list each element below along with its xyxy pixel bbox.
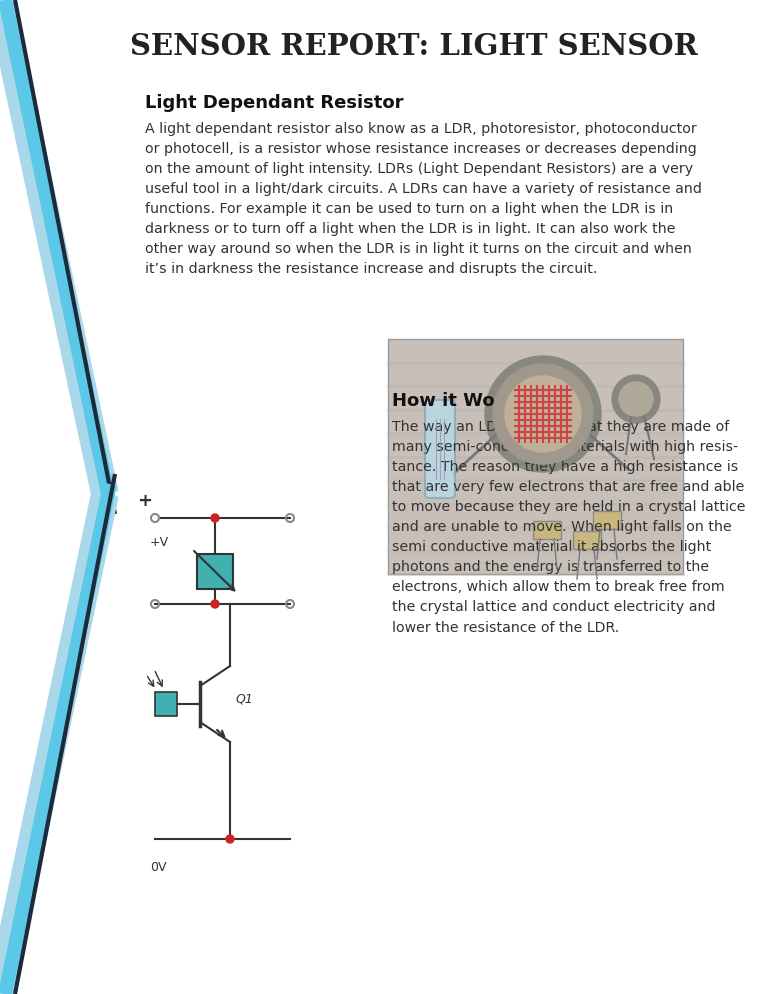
Circle shape	[211, 600, 219, 608]
FancyBboxPatch shape	[593, 511, 621, 529]
Text: Light Dependant Resistor: Light Dependant Resistor	[145, 94, 403, 112]
FancyBboxPatch shape	[388, 339, 683, 574]
Text: 0V: 0V	[150, 861, 167, 874]
Circle shape	[485, 356, 601, 472]
FancyBboxPatch shape	[533, 521, 561, 539]
FancyBboxPatch shape	[197, 554, 233, 589]
FancyBboxPatch shape	[425, 400, 455, 498]
Text: +V: +V	[150, 536, 169, 549]
Text: Q1: Q1	[235, 693, 253, 706]
Text: A light dependant resistor also know as a LDR, photoresistor, photoconductor
or : A light dependant resistor also know as …	[145, 122, 702, 276]
Circle shape	[619, 382, 653, 416]
Circle shape	[612, 375, 660, 423]
FancyBboxPatch shape	[573, 531, 601, 549]
Text: +: +	[137, 492, 152, 510]
Text: SENSOR REPORT: LIGHT SENSOR: SENSOR REPORT: LIGHT SENSOR	[130, 32, 698, 61]
Circle shape	[493, 364, 593, 464]
FancyBboxPatch shape	[155, 692, 177, 716]
Circle shape	[505, 376, 581, 452]
Text: How it Works: How it Works	[392, 392, 526, 410]
Circle shape	[226, 835, 234, 843]
Circle shape	[211, 514, 219, 522]
Text: The way an LDR works is that they are made of
many semi-conductive materials wit: The way an LDR works is that they are ma…	[392, 420, 746, 634]
